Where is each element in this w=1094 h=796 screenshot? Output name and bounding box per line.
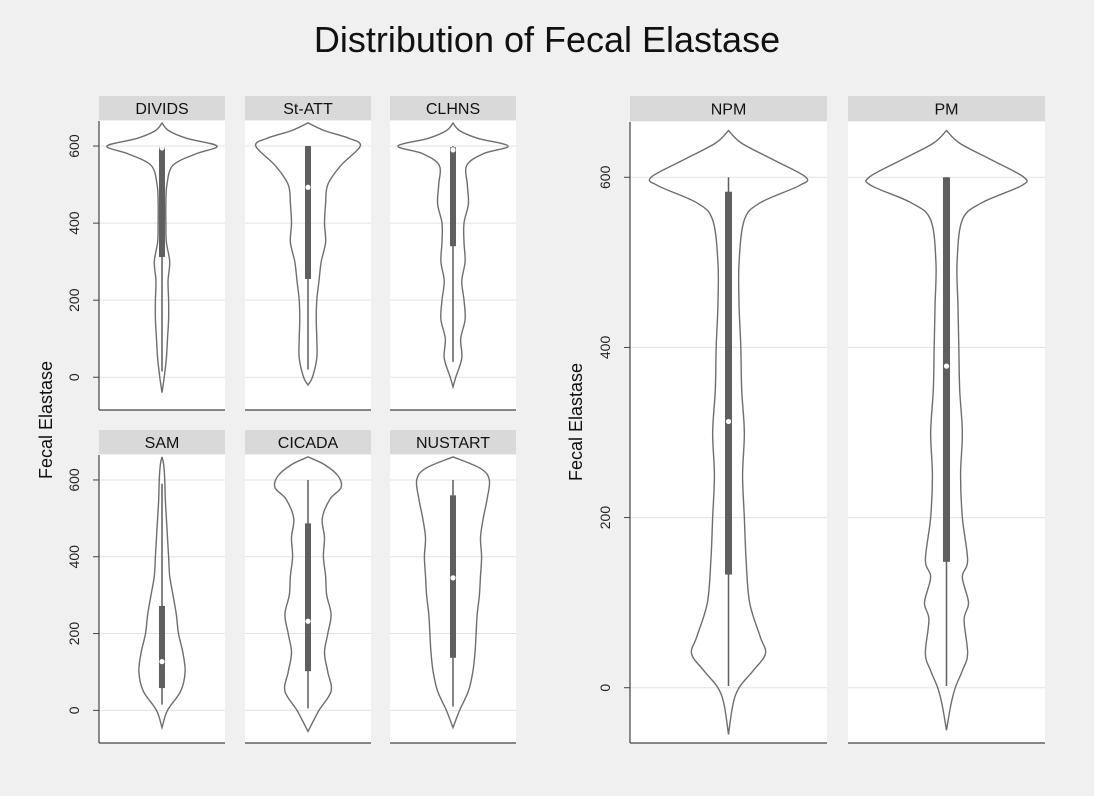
y-tick-label: 400 <box>597 336 613 360</box>
y-tick-label: 0 <box>66 706 82 714</box>
strip-label: SAM <box>145 435 180 452</box>
panel-npm: NPM <box>630 96 827 744</box>
panel-sam: SAM <box>99 430 225 744</box>
iqr-box <box>159 605 165 689</box>
strip-header <box>245 430 371 454</box>
strip-label: PM <box>935 102 959 119</box>
median-marker <box>450 575 456 581</box>
strip-label: NPM <box>711 102 747 119</box>
y-axis-title-right: Fecal Elastase <box>566 363 586 481</box>
strip-label: NUSTART <box>416 435 490 452</box>
iqr-box <box>450 147 456 247</box>
violin-outline <box>106 121 218 393</box>
median-marker <box>725 418 732 425</box>
strip-label: CICADA <box>278 435 339 452</box>
strip-label: CLHNS <box>426 101 480 118</box>
iqr-box <box>305 523 311 672</box>
y-tick-label: 600 <box>597 165 613 189</box>
y-tick-label: 200 <box>66 288 82 312</box>
panel-st-att: St-ATT <box>245 96 371 411</box>
chart-title: Distribution of Fecal Elastase <box>314 19 780 60</box>
violin-outline <box>648 129 809 735</box>
violin-outline <box>865 129 1028 731</box>
y-tick-label: 0 <box>597 684 613 692</box>
violin-outline <box>138 456 186 730</box>
violin-outline <box>415 456 491 730</box>
violin-outline <box>397 121 509 390</box>
panel-nustart: NUSTART <box>390 430 516 744</box>
panels-root: DIVIDS St-ATT CLHNS 0 200 400 600 SAM CICADA NUST… <box>36 96 1045 744</box>
iqr-box <box>943 177 950 562</box>
panel-cicada: CICADA <box>245 430 371 744</box>
iqr-box <box>159 147 165 258</box>
strip-header <box>390 430 516 454</box>
strip-label: DIVIDS <box>135 101 188 118</box>
iqr-box <box>725 191 732 575</box>
y-tick-label: 600 <box>66 134 82 158</box>
y-axis: 0 200 400 600 <box>66 455 100 743</box>
median-marker <box>943 363 950 369</box>
median-marker <box>305 618 311 624</box>
median-marker <box>159 145 165 151</box>
y-axis: 0 200 400 600 <box>597 122 631 743</box>
y-axis-title-left: Fecal Elastase <box>36 361 56 479</box>
y-tick-label: 600 <box>66 468 82 492</box>
y-tick-label: 200 <box>66 622 82 646</box>
strip-header <box>245 96 371 120</box>
median-marker <box>450 147 456 153</box>
y-tick-label: 400 <box>66 545 82 569</box>
strip-header <box>99 96 225 120</box>
strip-header <box>390 96 516 120</box>
iqr-box <box>305 146 311 279</box>
panel-pm: PM <box>848 96 1045 744</box>
median-marker <box>159 658 165 665</box>
y-axis: 0 200 400 600 <box>66 121 100 410</box>
median-marker <box>305 184 311 190</box>
strip-header <box>630 96 827 121</box>
strip-header <box>99 430 225 454</box>
y-tick-label: 0 <box>66 373 82 381</box>
panel-divids: DIVIDS <box>99 96 225 411</box>
violin-outline <box>254 122 362 387</box>
strip-label: St-ATT <box>283 101 333 118</box>
panel-clhns: CLHNS <box>390 96 516 411</box>
strip-header <box>848 96 1045 121</box>
y-tick-label: 200 <box>597 506 613 530</box>
violin-outline <box>273 456 343 733</box>
y-tick-label: 400 <box>66 211 82 235</box>
